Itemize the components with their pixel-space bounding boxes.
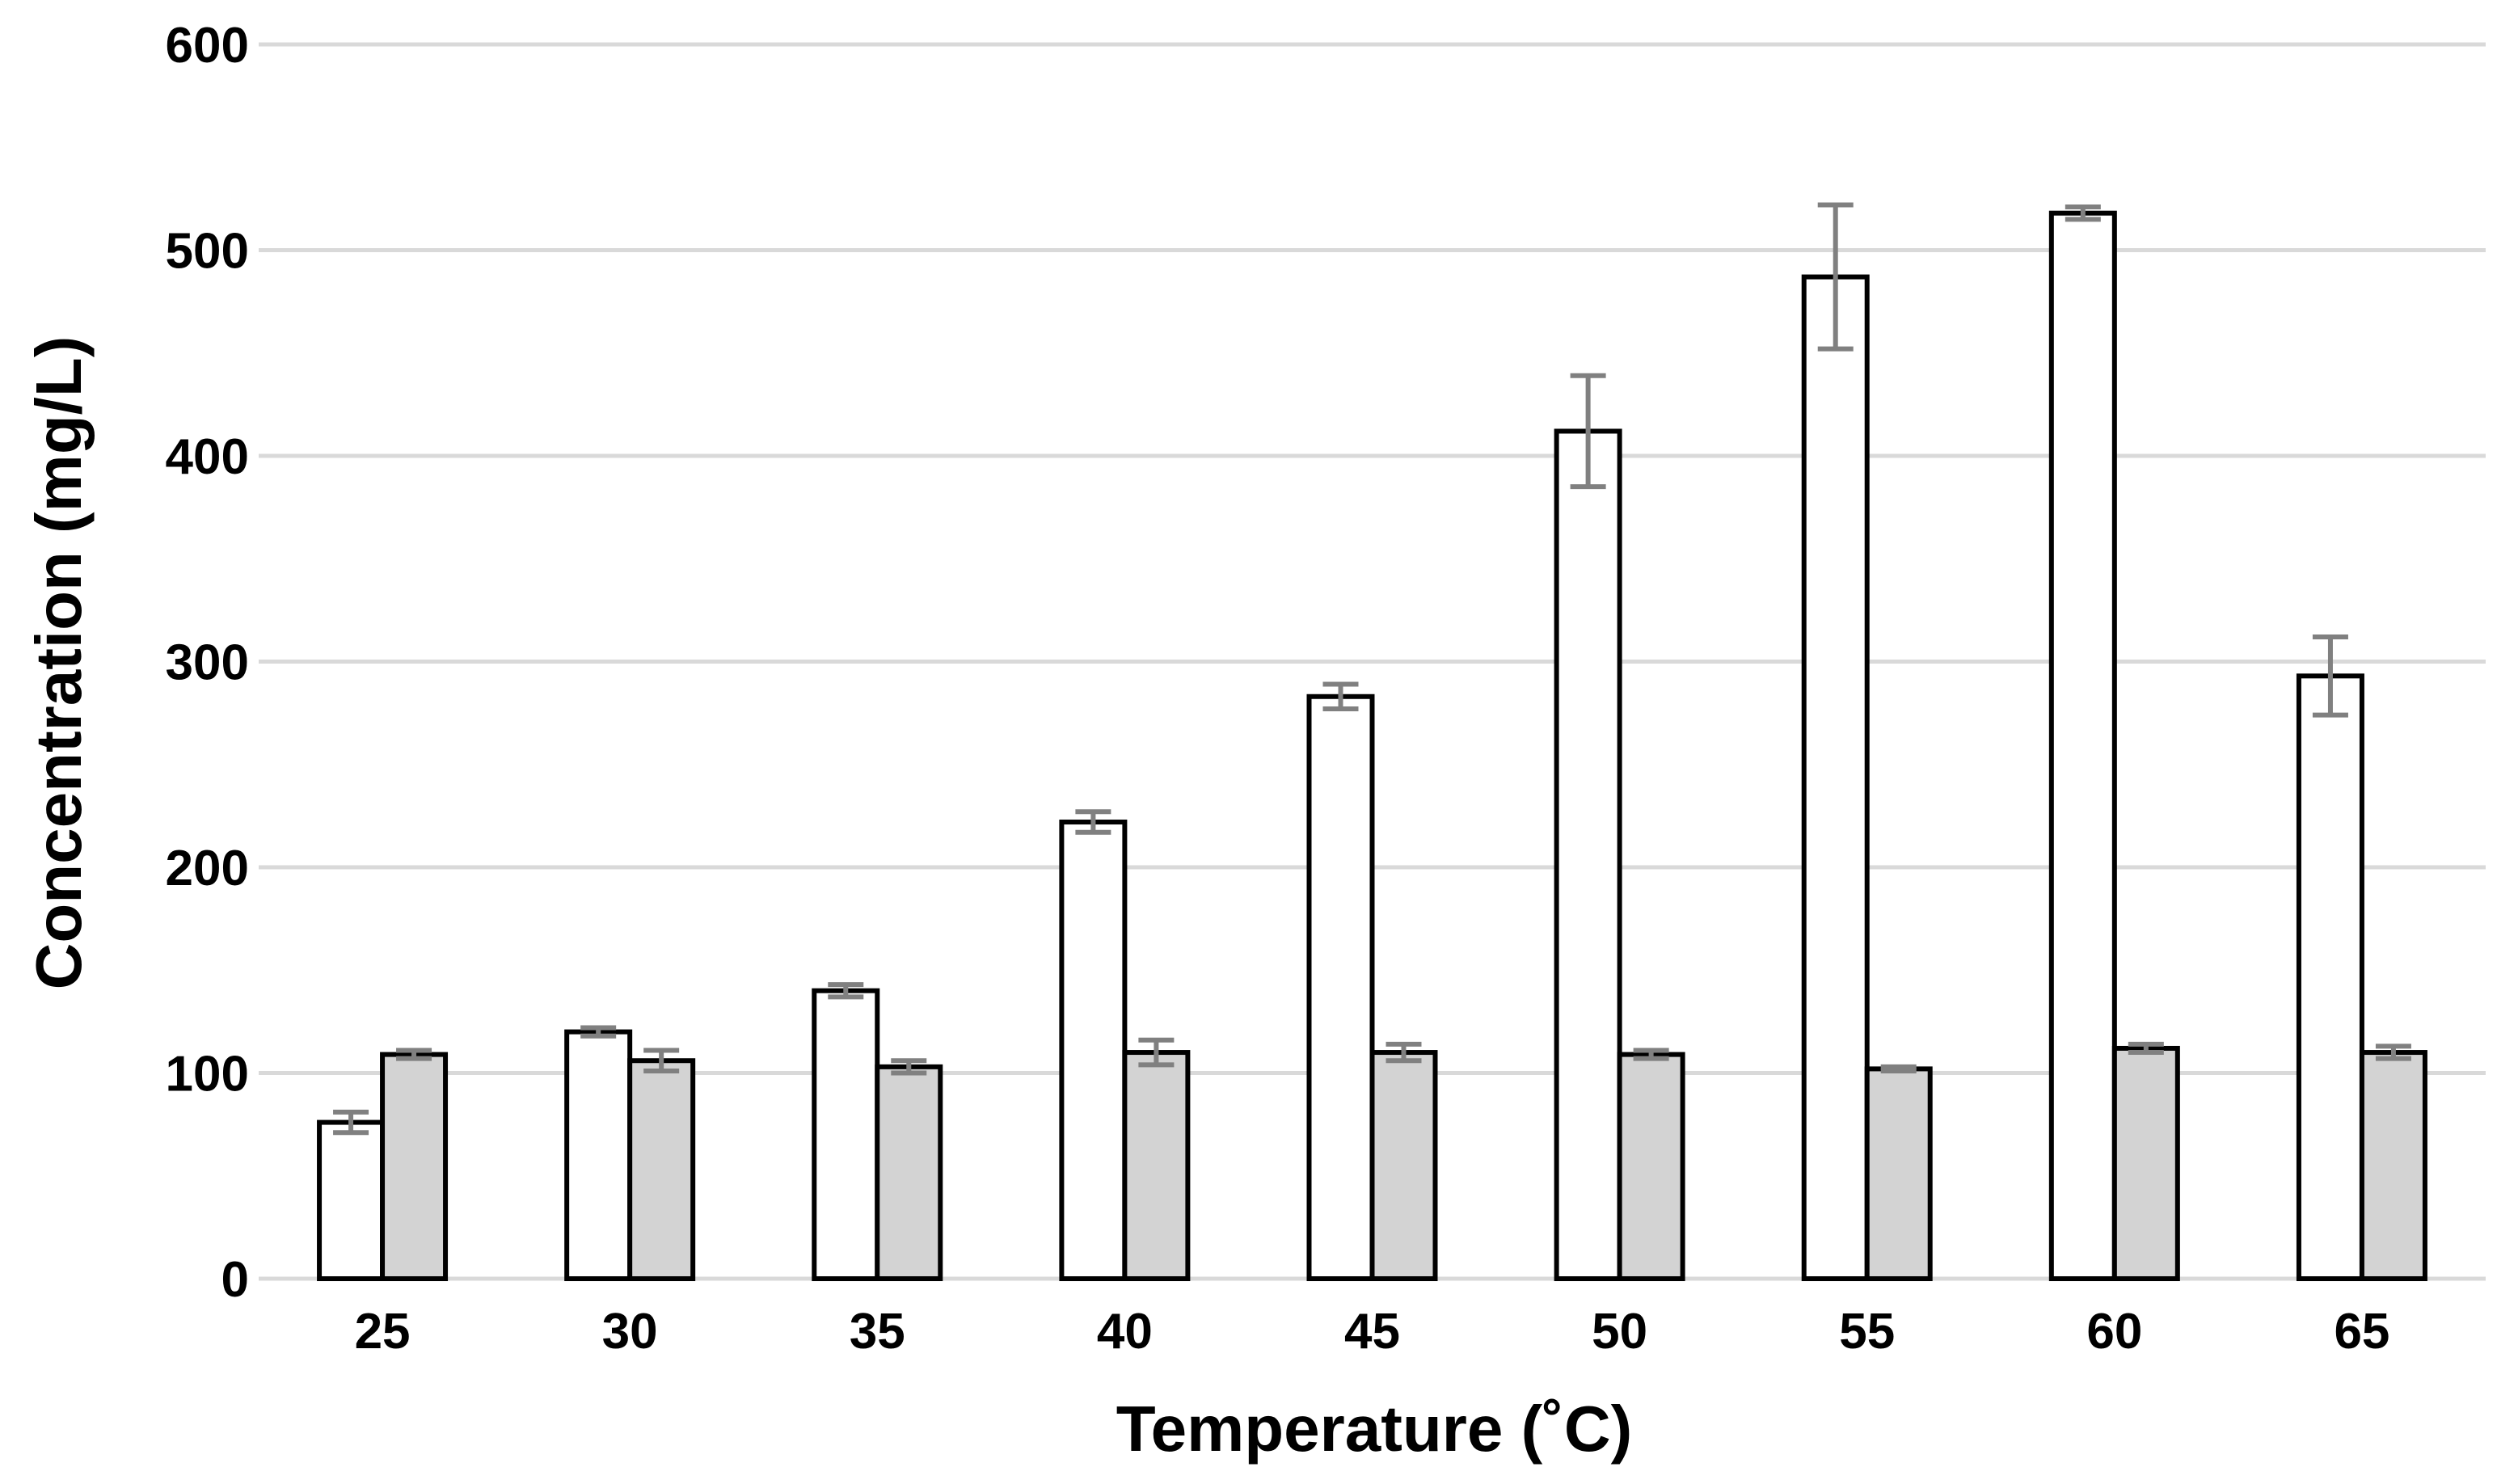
y-tick-label: 500 (166, 224, 249, 280)
bar-series-1 (2296, 673, 2364, 1281)
x-axis-title: Temperature (˚C) (1116, 1393, 1633, 1465)
bar-series-2 (2359, 1050, 2427, 1282)
bar-series-2 (1369, 1050, 1438, 1282)
bar-series-1 (1059, 820, 1128, 1281)
bar-series-2 (627, 1058, 696, 1281)
bar-series-2 (875, 1064, 943, 1281)
y-tick-label: 200 (166, 841, 249, 896)
bars (317, 210, 2427, 1282)
x-tick-label: 60 (2086, 1304, 2142, 1360)
bar-series-2 (1617, 1052, 1685, 1281)
bar-series-1 (1801, 274, 1870, 1282)
y-tick-label: 100 (166, 1047, 249, 1102)
bar-series-1 (2048, 210, 2117, 1282)
y-tick-label: 300 (166, 635, 249, 691)
y-axis-title: Concentration (mg/L) (23, 336, 95, 990)
x-tick-label: 30 (602, 1304, 658, 1360)
x-tick-label: 55 (1839, 1304, 1895, 1360)
bar-series-1 (564, 1029, 633, 1281)
bar-series-2 (1122, 1050, 1191, 1282)
x-tick-label: 45 (1344, 1304, 1400, 1360)
x-tick-label: 35 (850, 1304, 905, 1360)
x-tick-label: 50 (1592, 1304, 1647, 1360)
bar-series-1 (1306, 694, 1375, 1281)
x-axis-ticks: 25 30 35 40 45 50 55 60 65 (355, 1304, 2390, 1360)
y-tick-label: 0 (221, 1252, 249, 1308)
error-bars (333, 202, 2411, 1136)
bar-series-1 (812, 988, 880, 1281)
y-axis-ticks: 0 100 200 300 400 500 600 (166, 18, 249, 1308)
x-tick-label: 65 (2334, 1304, 2389, 1360)
bar-series-1 (1554, 428, 1622, 1282)
bar-series-2 (1864, 1066, 1933, 1282)
bar-series-2 (2111, 1045, 2180, 1281)
x-tick-label: 25 (355, 1304, 411, 1360)
y-tick-label: 400 (166, 429, 249, 485)
x-tick-label: 40 (1097, 1304, 1153, 1360)
bar-series-1 (317, 1119, 386, 1281)
y-tick-label: 600 (166, 18, 249, 74)
bar-series-2 (380, 1052, 449, 1281)
